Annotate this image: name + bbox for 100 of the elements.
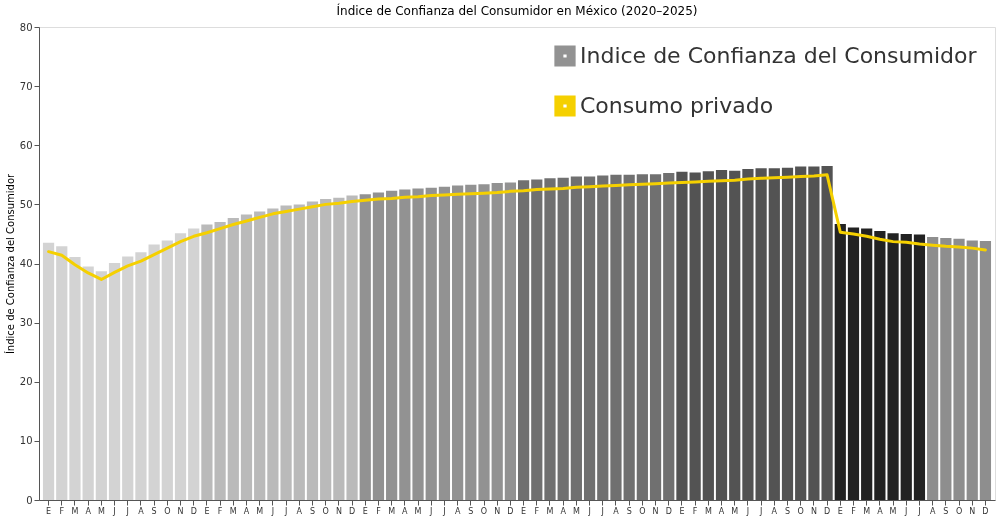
bar [82,266,94,500]
bar [280,205,292,500]
bar [161,240,173,500]
x-tick-label: J [904,506,908,516]
bar [386,190,398,500]
bar [953,238,965,500]
bar [359,194,371,500]
x-tick-label: F [376,506,382,516]
x-tick-label: M [414,506,422,516]
bar [623,174,635,500]
x-tick-label: M [546,506,554,516]
bar [69,257,81,500]
x-tick-label: A [929,506,936,516]
bar [425,187,437,500]
x-tick-label: J [758,506,763,516]
bar [122,256,134,500]
bar [544,178,556,500]
bar [966,240,978,500]
x-tick-label: A [402,506,409,516]
bar [649,174,662,500]
y-tick-label: 0 [26,494,33,506]
bar [452,185,464,500]
bar [478,184,490,500]
x-tick-label: F [59,506,65,516]
bar [597,175,609,500]
x-tick-label: E [679,506,685,516]
bar [636,174,648,500]
bar [610,174,622,500]
x-tick-label: E [362,506,368,516]
bar [491,183,503,500]
x-tick-label: A [613,506,620,516]
x-tick-label: N [969,506,976,516]
bar [108,262,121,500]
bar [372,192,385,500]
bar [940,238,952,500]
x-tick-label: N [177,506,184,516]
y-tick-label: 10 [19,435,33,447]
x-tick-label: M [863,506,871,516]
x-tick-label: M [97,506,105,516]
x-tick-label: A [138,506,145,516]
bar [900,233,912,500]
x-tick-label: O [797,506,804,516]
x-tick-label: J [600,506,604,516]
x-tick-label: D [824,506,831,516]
x-tick-label: O [322,506,329,516]
x-tick-label: D [507,506,514,516]
x-tick-label: N [652,506,659,516]
y-tick-label: 70 [19,80,33,92]
x-tick-label: J [917,506,921,516]
bar [95,271,107,500]
bar [504,182,517,500]
x-tick-label: F [534,506,540,516]
x-tick-label: M [256,506,264,516]
x-tick-label: N [810,506,817,516]
x-tick-label: M [704,506,712,516]
x-tick-label: J [442,506,446,516]
x-tick-label: A [877,506,884,516]
x-tick-label: O [639,506,646,516]
line-series [47,173,987,281]
x-tick-label: S [468,506,474,516]
x-tick-label: A [85,506,92,516]
bar [465,184,477,500]
x-tick-label: J [429,506,433,516]
x-tick-label: M [889,506,897,516]
x-tick-label: F [851,506,857,516]
x-tick-label: D [665,506,672,516]
x-tick-label: M [388,506,396,516]
chart-title: Índice de Confianza del Consumidor en México (2020–2025) [336,3,698,18]
bar [42,242,55,500]
bar [979,241,992,500]
legend-label: Consumo privado [580,93,774,118]
x-tick-label: S [309,506,316,516]
x-tick-label: A [454,506,461,516]
bar [254,211,266,500]
y-tick-label: 80 [19,21,33,33]
legend-label: Indice de Confianza del Consumidor [580,43,978,68]
bar [861,228,873,500]
bar [438,186,451,500]
x-tick-label: S [151,506,157,516]
bar [557,177,569,500]
bar [56,246,68,500]
x-tick-label: D [348,506,356,516]
bar [333,197,345,500]
bar [927,236,939,500]
x-tick-label: F [217,506,223,516]
y-tick-label: 60 [19,139,33,151]
bar [267,208,279,500]
x-tick-label: A [243,506,250,516]
x-tick-label: J [125,506,129,516]
y-tick-label: 20 [19,376,33,388]
bar [663,173,675,500]
bar [188,228,200,500]
x-tick-label: M [71,506,79,516]
bar [293,204,305,500]
bar [135,252,147,500]
bar [346,195,358,500]
x-tick-label: S [626,506,632,516]
bar [174,233,187,500]
bar [517,180,530,500]
bar [399,189,411,500]
